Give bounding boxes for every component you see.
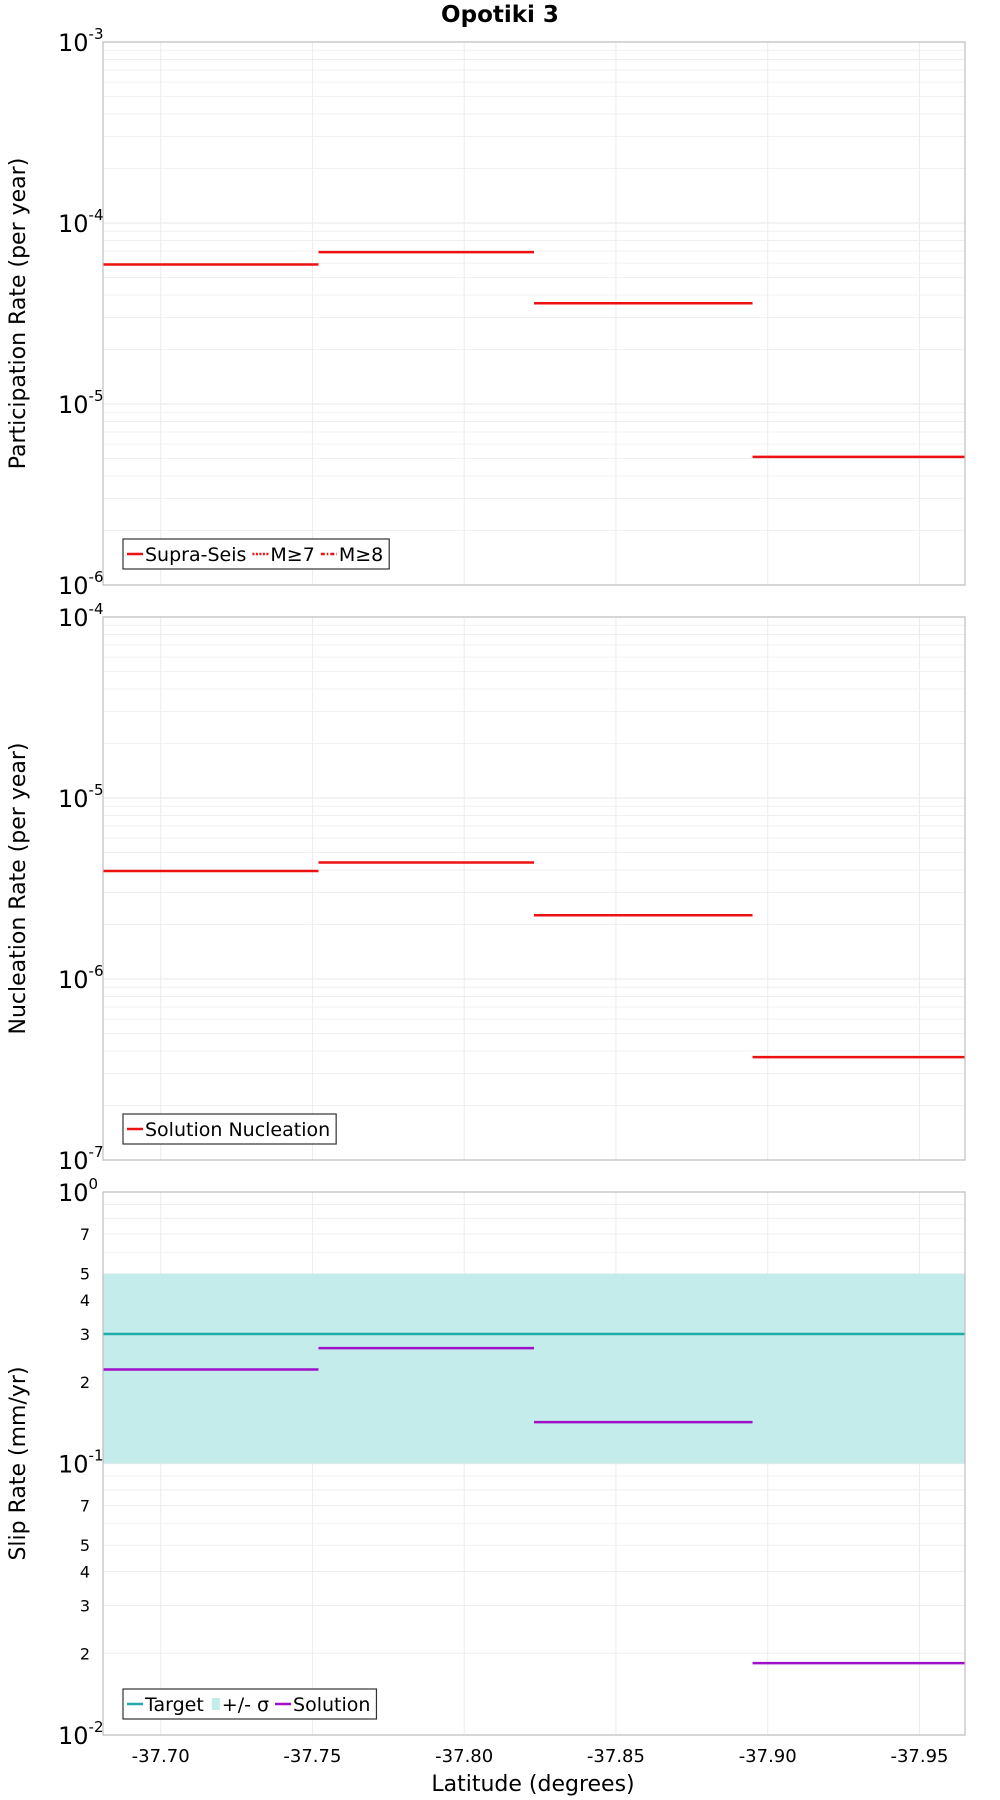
y-tick-label: 10-5	[58, 781, 104, 813]
legend-swatch	[211, 1698, 220, 1710]
x-tick-label: -37.85	[587, 1746, 645, 1767]
legend-label: Target	[144, 1694, 204, 1716]
y-minor-tick-label: 4	[80, 1291, 90, 1310]
x-tick-label: -37.80	[435, 1746, 493, 1767]
x-tick-label: -37.70	[132, 1746, 190, 1767]
legend-label: +/- σ	[222, 1694, 269, 1716]
y-axis-label: Participation Rate (per year)	[6, 158, 31, 470]
y-minor-tick-label: 2	[80, 1373, 90, 1392]
plot-frame	[102, 41, 966, 586]
chart-panels: 10-3 10-4 10-5 10-6 Participation Rate (per …	[6, 25, 966, 1767]
legend-label: Solution Nucleation	[145, 1119, 330, 1141]
y-minor-tick-label: 4	[80, 1563, 90, 1582]
y-minor-tick-label: 3	[80, 1596, 90, 1615]
legend-box	[122, 1113, 337, 1145]
x-axis-label: Latitude (degrees)	[431, 1772, 634, 1797]
y-minor-tick-label: 3	[80, 1325, 90, 1344]
legend-label: Supra-Seis	[145, 544, 246, 566]
chart-panel-1: 10-3 10-4 10-5 10-6 Participation Rate (per …	[6, 25, 966, 600]
y-tick-label: 10-3	[58, 25, 104, 57]
legend-label: M≥7	[270, 544, 314, 566]
plot-area	[103, 617, 965, 1160]
y-minor-tick-label: 2	[80, 1644, 90, 1663]
y-tick-label: 10-5	[58, 387, 104, 419]
legend-box	[122, 1688, 378, 1720]
x-tick-label: -37.90	[739, 1746, 797, 1767]
y-tick-label: 10-1	[58, 1447, 104, 1479]
x-tick-label: -37.75	[283, 1746, 341, 1767]
y-tick-label: 10-2	[58, 1718, 104, 1750]
y-minor-tick-label: 7	[80, 1497, 90, 1516]
y-minor-tick-label: 5	[80, 1265, 90, 1284]
legend: Target +/- σ Solution	[122, 1688, 378, 1720]
y-tick-label: 10-7	[58, 1143, 104, 1175]
chart-panel-3: 100 10-1 10-2 7 5 4 3 2 7 5 4 3 2 Slip Rate (mm/yr) Ta…	[6, 1175, 966, 1750]
legend-label: Solution	[293, 1694, 370, 1716]
legend-label: M≥8	[339, 544, 383, 566]
plot-frame	[102, 1191, 966, 1736]
y-minor-tick-label: 5	[80, 1536, 90, 1555]
y-axis-label: Nucleation Rate (per year)	[6, 743, 31, 1035]
y-tick-label: 10-6	[58, 568, 104, 600]
y-tick-label: 10-4	[58, 600, 104, 632]
chart-panel-2: 10-4 10-5 10-6 10-7 Nucleation Rate (per yea…	[6, 600, 966, 1175]
y-tick-label: 10-6	[58, 962, 104, 994]
y-minor-tick-label: 7	[80, 1225, 90, 1244]
chart-title: Opotiki 3	[441, 2, 559, 28]
x-tick-label: -37.95	[890, 1746, 948, 1767]
plot-frame	[102, 616, 966, 1161]
y-tick-label: 100	[58, 1175, 98, 1207]
y-axis-label: Slip Rate (mm/yr)	[6, 1366, 31, 1560]
legend: Supra-Seis M≥7 M≥8	[122, 538, 390, 570]
legend: Solution Nucleation	[122, 1113, 337, 1145]
plot-area	[103, 42, 965, 585]
y-tick-label: 10-4	[58, 206, 104, 238]
